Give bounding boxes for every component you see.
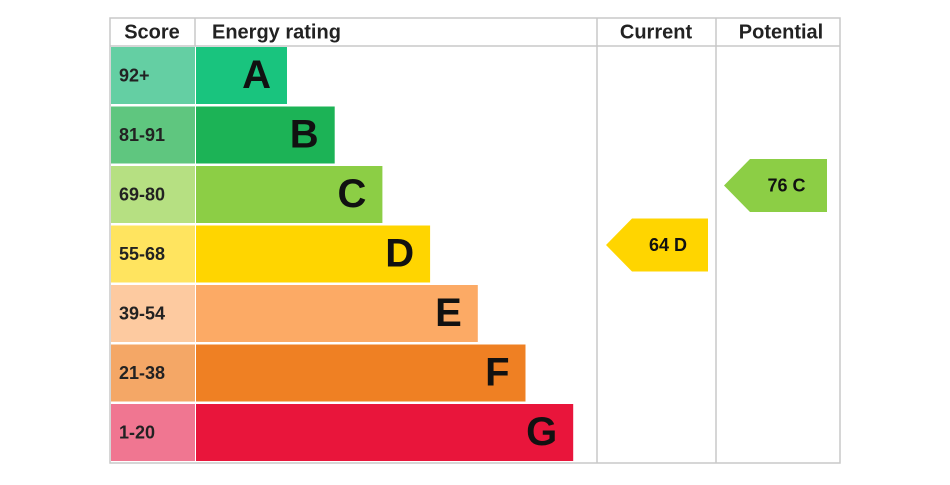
score-cell <box>111 404 195 461</box>
score-cell <box>111 344 195 402</box>
score-cell <box>111 285 195 342</box>
header-rating: Energy rating <box>212 21 341 43</box>
current-arrow <box>606 218 708 272</box>
score-label: 55-68 <box>119 244 165 264</box>
rating-bar <box>196 404 574 461</box>
rating-bar <box>196 106 335 164</box>
score-label: 69-80 <box>119 184 165 204</box>
rating-bar <box>196 47 287 104</box>
rating-letter: G <box>526 410 557 454</box>
rating-letter: F <box>485 351 509 395</box>
rating-letter: B <box>290 113 319 157</box>
rating-bar <box>196 166 383 223</box>
score-label: 1-20 <box>119 422 155 442</box>
table-border <box>109 17 841 464</box>
score-cell <box>111 166 195 223</box>
score-label: 81-91 <box>119 125 165 145</box>
current-label: 64 D <box>649 235 687 255</box>
rating-bar <box>196 225 431 283</box>
score-cell <box>111 225 195 283</box>
header-current: Current <box>620 21 693 43</box>
rating-bar <box>196 285 478 342</box>
score-label: 39-54 <box>119 303 165 323</box>
rating-letter: D <box>385 232 414 276</box>
potential-label: 76 C <box>767 175 805 195</box>
header-score: Score <box>124 21 180 43</box>
score-cell <box>111 106 195 164</box>
potential-arrow <box>724 159 827 212</box>
score-label: 21-38 <box>119 363 165 383</box>
score-label: 92+ <box>119 65 150 85</box>
rating-letter: A <box>242 53 271 97</box>
rating-letter: E <box>435 291 462 335</box>
header-potential: Potential <box>739 21 823 43</box>
rating-bar <box>196 344 526 402</box>
rating-letter: C <box>338 172 367 216</box>
score-cell <box>111 47 195 104</box>
